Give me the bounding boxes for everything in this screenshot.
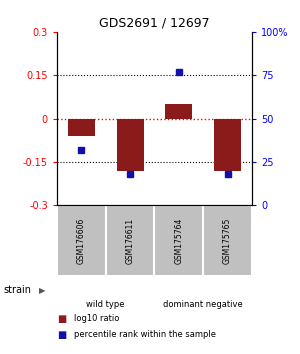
Bar	[214, 119, 241, 171]
Bar	[203, 205, 252, 276]
Bar	[68, 119, 95, 136]
Bar	[154, 205, 203, 276]
Text: wild type: wild type	[86, 300, 125, 309]
Bar	[117, 119, 143, 171]
Text: GSM176611: GSM176611	[126, 218, 135, 264]
Text: dominant negative: dominant negative	[164, 300, 243, 309]
Text: GSM175765: GSM175765	[223, 217, 232, 264]
Bar	[106, 205, 154, 276]
Text: ■: ■	[57, 330, 66, 339]
Text: log10 ratio: log10 ratio	[74, 314, 119, 323]
Text: percentile rank within the sample: percentile rank within the sample	[74, 330, 215, 339]
Title: GDS2691 / 12697: GDS2691 / 12697	[99, 16, 210, 29]
Text: ▶: ▶	[39, 286, 46, 295]
Bar	[57, 205, 106, 276]
Text: strain: strain	[3, 285, 31, 295]
Bar	[166, 104, 192, 119]
Text: GSM176606: GSM176606	[77, 217, 86, 264]
Text: GSM175764: GSM175764	[174, 217, 183, 264]
Text: ■: ■	[57, 314, 66, 324]
